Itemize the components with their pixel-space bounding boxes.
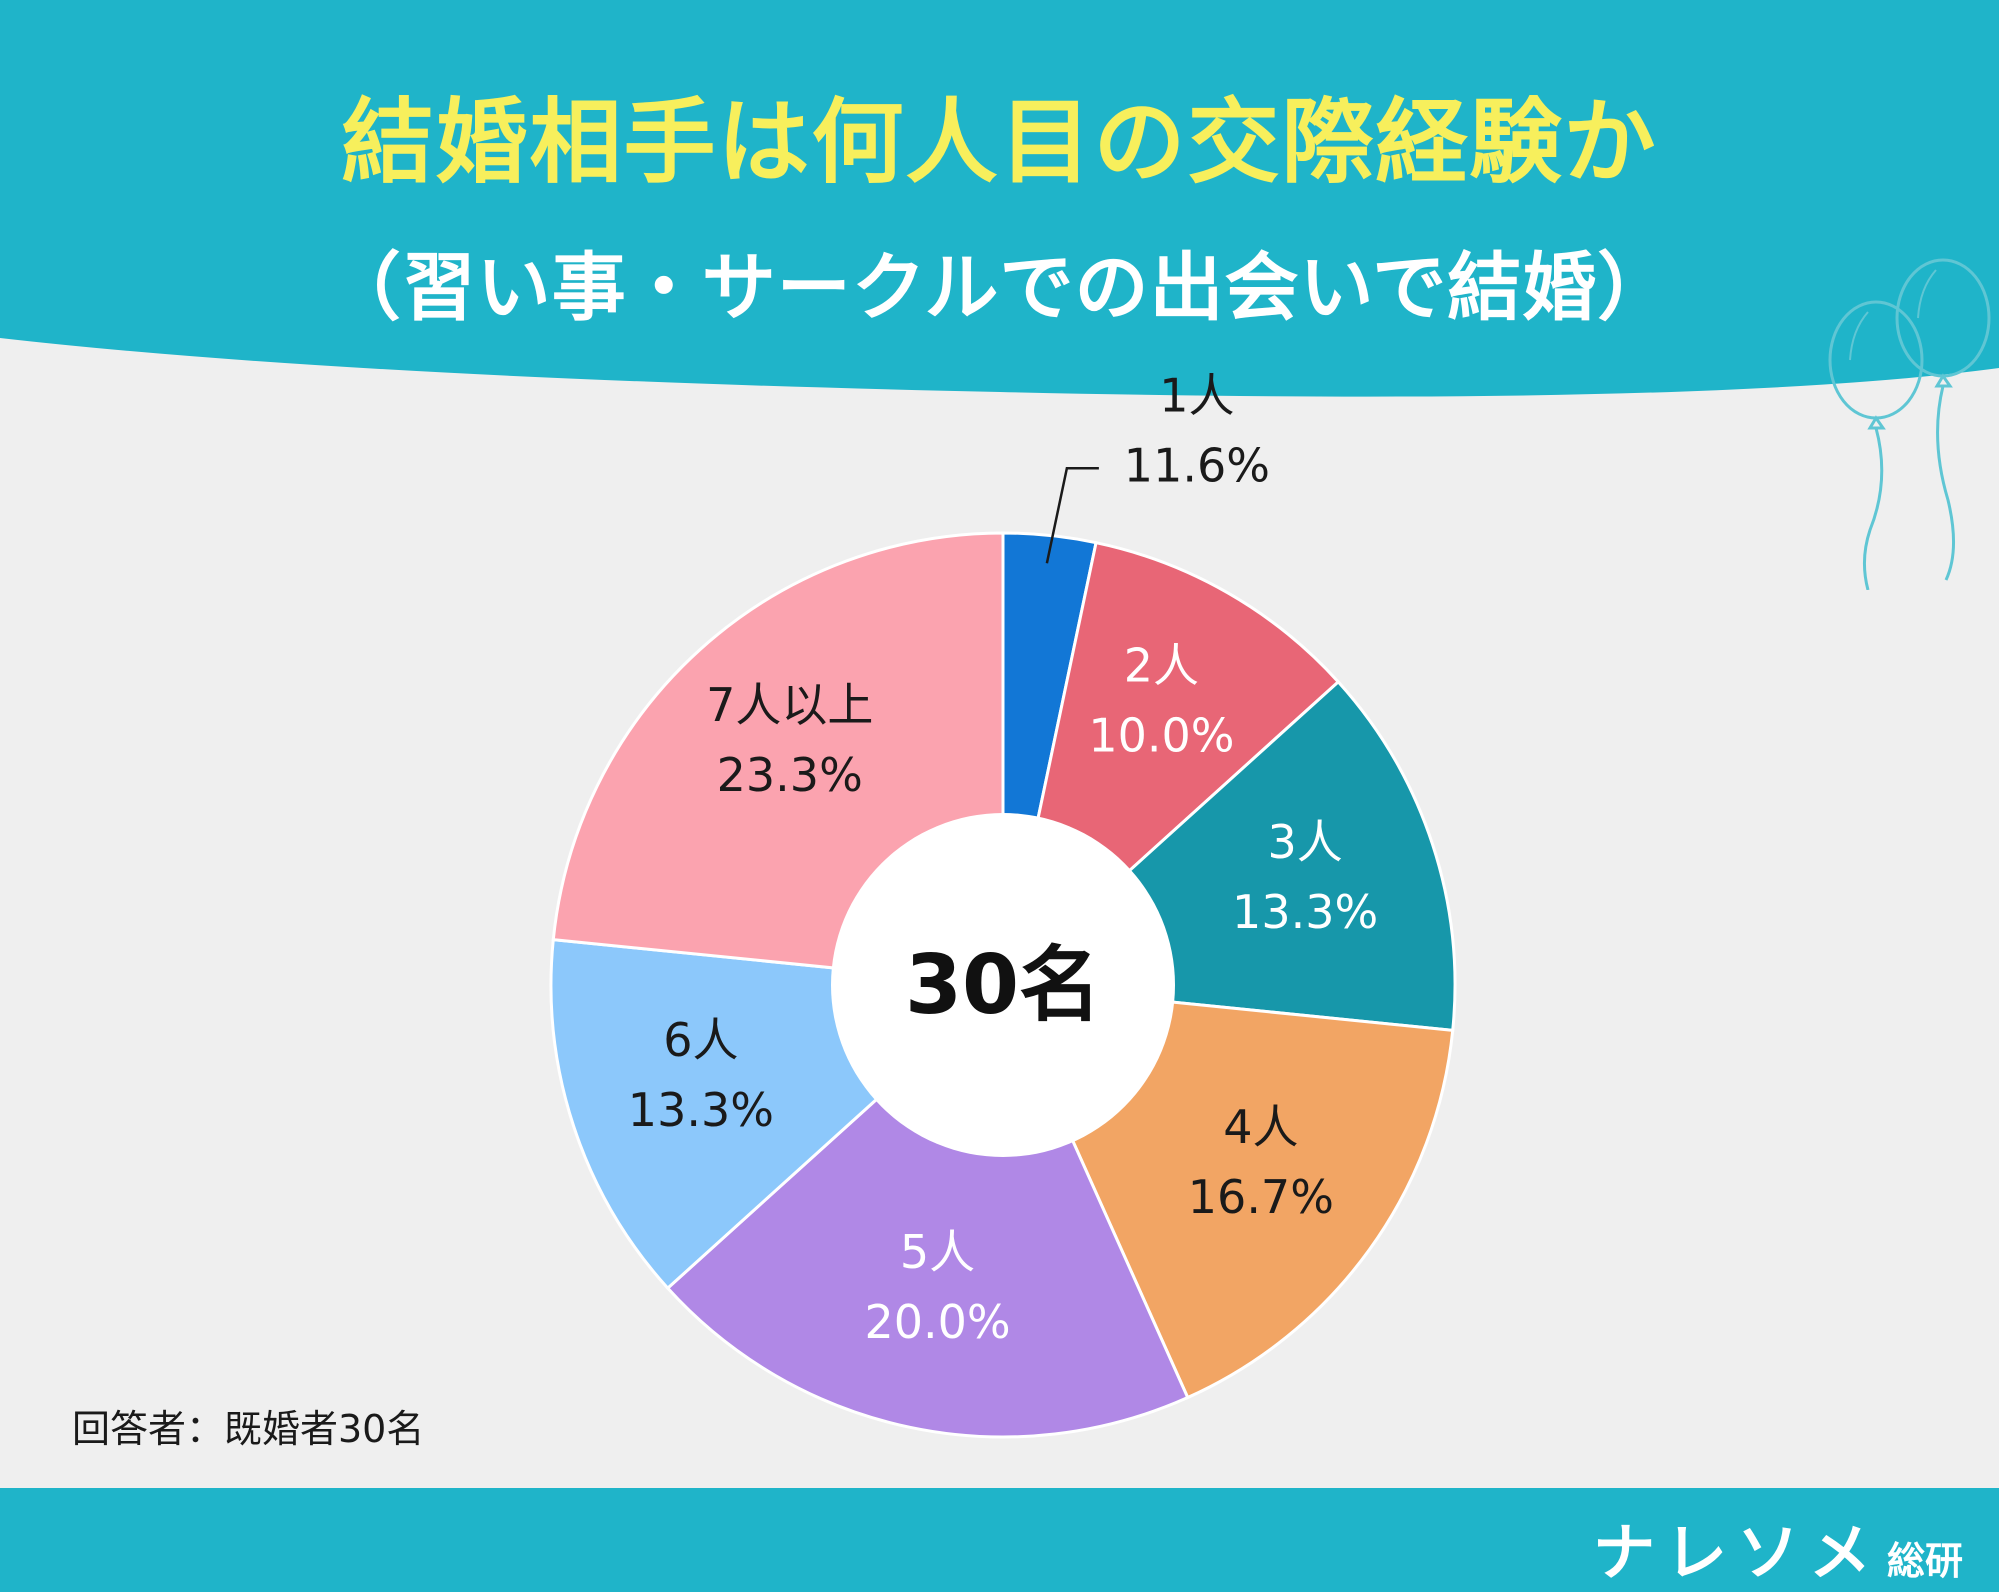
chart-subtitle: （習い事・サークルでの出会いで結婚） [326, 245, 1673, 331]
pie-chart: 1人 11.6% 2人 10.0% 3人 13.3% 4人 16.7% 5人 20.0% 6人 13.… [549, 368, 1457, 1439]
brand-logo: ナレソメ 総研 [1593, 1502, 1963, 1592]
slice-percent-2: 10.0% [1088, 708, 1234, 762]
slice-label-7: 7人以上 [706, 678, 873, 732]
donut-hole [831, 813, 1175, 1157]
slice-label-6: 6人 [663, 1013, 738, 1067]
pie-slice-5 [665, 982, 1190, 1439]
chart-title: 結婚相手は何人目の交際経験か [341, 89, 1658, 196]
respondents-note: 回答者：既婚者30名 [72, 1407, 425, 1451]
slice-percent-5: 20.0% [864, 1295, 1010, 1349]
center-total-label: 30名 [905, 938, 1101, 1033]
balloons-icon [1828, 258, 1991, 590]
brand-suffix: 総研 [1886, 1539, 1963, 1583]
slice-percent-3: 13.3% [1232, 885, 1378, 939]
footer-bar: ナレソメ 総研 [0, 1488, 1999, 1592]
brand-name: ナレソメ [1592, 1516, 1881, 1589]
slice-percent-4: 16.7% [1188, 1170, 1334, 1224]
slice-label-1: 1人 [1159, 368, 1234, 422]
slice-percent-7: 23.3% [717, 748, 863, 802]
slice-label-5: 5人 [900, 1225, 975, 1279]
header-banner [0, 0, 1999, 397]
slice-percent-6: 13.3% [628, 1083, 774, 1137]
slice-label-2: 2人 [1124, 638, 1199, 692]
slice-label-3: 3人 [1267, 815, 1342, 869]
slice-1-leader-line [1045, 467, 1099, 564]
header-banner-shape [0, 0, 1999, 397]
slice-label-4: 4人 [1223, 1100, 1298, 1154]
slice-percent-1: 11.6% [1124, 438, 1270, 492]
